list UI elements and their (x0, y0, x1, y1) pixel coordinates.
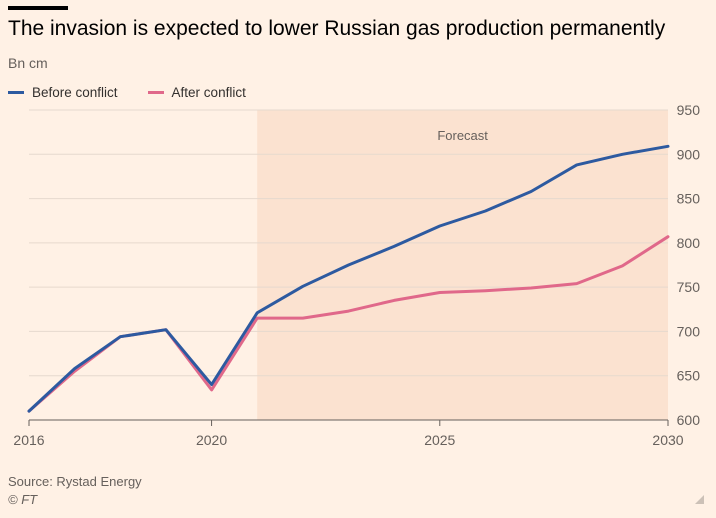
chart-subtitle: Bn cm (8, 55, 48, 71)
y-tick-label-950: 950 (677, 102, 701, 118)
legend-label-after: After conflict (171, 85, 246, 100)
chart-title: The invasion is expected to lower Russia… (8, 17, 666, 40)
x-tick-label-2016: 2016 (13, 432, 44, 448)
y-tick-label-650: 650 (677, 368, 701, 384)
x-tick-label-2025: 2025 (424, 432, 455, 448)
y-tick-label-850: 850 (677, 191, 701, 207)
header-bar (8, 6, 68, 10)
legend-swatch-before (8, 91, 24, 94)
forecast-band (257, 110, 668, 420)
y-tick-label-700: 700 (677, 323, 701, 339)
series-line-before-conflict (27, 144, 670, 413)
y-tick-label-600: 600 (677, 412, 701, 428)
y-tick-label-900: 900 (677, 146, 701, 162)
x-tick-label-2020: 2020 (196, 432, 227, 448)
y-tick-label-750: 750 (677, 279, 701, 295)
legend-swatch-after (147, 91, 164, 94)
legend: Before conflict After conflict (8, 85, 246, 100)
copyright-note: © FT (8, 492, 38, 507)
x-tick-label-2030: 2030 (652, 432, 683, 448)
y-tick-label-800: 800 (677, 235, 701, 251)
legend-item-before: Before conflict (8, 85, 118, 100)
legend-label-before: Before conflict (32, 85, 118, 100)
legend-item-after: After conflict (147, 85, 246, 100)
forecast-label: Forecast (437, 128, 488, 143)
resize-corner-icon (695, 495, 704, 504)
source-note: Source: Rystad Energy (8, 474, 142, 489)
